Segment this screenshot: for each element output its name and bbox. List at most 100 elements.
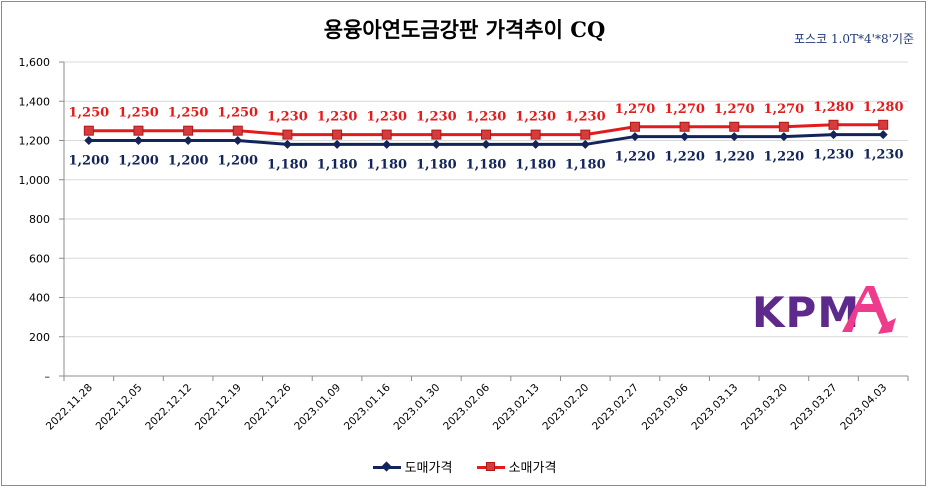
data-label-retail: 1,280 [813, 100, 854, 115]
x-tick-label: 2022.12.26 [243, 381, 294, 432]
data-point-retail [629, 121, 640, 132]
legend-label-wholesale: 도매가격 [404, 461, 453, 476]
data-label-wholesale: 1,180 [416, 157, 457, 172]
chart-legend: 도매가격 소매가격 [0, 457, 929, 477]
data-point-retail [381, 129, 392, 140]
y-tick-label: – [45, 370, 51, 383]
x-tick-label: 2023.03.20 [739, 382, 790, 433]
data-point-retail [878, 119, 889, 130]
y-tick-label: 1,400 [19, 95, 51, 108]
data-label-retail: 1,230 [466, 110, 507, 125]
data-label-wholesale: 1,180 [366, 157, 407, 172]
data-point-wholesale [382, 139, 392, 149]
data-label-wholesale: 1,220 [664, 150, 705, 165]
x-tick-label: 2022.12.12 [143, 382, 194, 433]
data-point-wholesale [183, 136, 193, 145]
data-label-retail: 1,230 [317, 110, 358, 125]
kpma-logo: KPM [752, 282, 896, 338]
x-tick-label: 2023.02.13 [491, 382, 542, 433]
data-point-wholesale [531, 139, 541, 149]
data-point-wholesale [481, 139, 491, 149]
data-label-retail: 1,230 [565, 110, 606, 125]
data-point-wholesale [580, 139, 590, 149]
x-tick-label: 2023.04.03 [838, 382, 889, 433]
data-label-retail: 1,270 [615, 102, 656, 117]
legend-label-retail: 소매가격 [508, 461, 557, 476]
data-point-wholesale [233, 136, 243, 145]
data-label-retail: 1,230 [366, 110, 407, 125]
y-tick-label: 1,000 [19, 174, 51, 187]
x-tick-label: 2022.12.05 [94, 382, 145, 433]
data-point-wholesale [630, 132, 640, 142]
data-label-wholesale: 1,180 [267, 157, 308, 172]
data-point-wholesale [829, 130, 839, 140]
data-label-retail: 1,270 [764, 102, 805, 117]
data-label-wholesale: 1,180 [466, 157, 507, 172]
data-point-wholesale [729, 132, 739, 142]
x-tick-label: 2023.02.06 [441, 381, 492, 432]
x-tick-label: 2023.02.27 [590, 382, 641, 433]
data-label-wholesale: 1,180 [515, 157, 556, 172]
x-tick-label: 2023.03.13 [689, 382, 740, 433]
data-point-retail [679, 121, 690, 132]
data-point-retail [232, 125, 243, 136]
chart-title: 용융아연도금강판 가격추이 CQ [323, 17, 606, 42]
data-point-retail [729, 121, 740, 132]
data-point-wholesale [332, 139, 342, 149]
data-label-wholesale: 1,180 [317, 157, 358, 172]
data-label-retail: 1,250 [168, 106, 209, 121]
data-point-retail [431, 129, 442, 140]
y-tick-label: 1,600 [19, 56, 51, 69]
x-tick-label: 2022.12.19 [193, 382, 244, 433]
data-label-wholesale: 1,200 [68, 154, 109, 169]
data-label-wholesale: 1,220 [714, 150, 755, 165]
data-point-wholesale [84, 136, 94, 145]
data-label-retail: 1,280 [863, 100, 904, 115]
y-tick-label: 200 [29, 331, 50, 344]
x-tick-label: 2023.03.27 [789, 382, 840, 433]
data-label-retail: 1,230 [267, 110, 308, 125]
data-label-wholesale: 1,180 [565, 157, 606, 172]
x-tick-label: 2023.01.09 [292, 382, 343, 433]
data-label-retail: 1,250 [68, 106, 109, 121]
data-label-wholesale: 1,230 [863, 148, 904, 163]
data-point-wholesale [282, 139, 292, 149]
data-label-retail: 1,270 [664, 102, 705, 117]
data-label-retail: 1,230 [416, 110, 457, 125]
x-tick-label: 2023.03.06 [640, 381, 691, 432]
logo-a-mark [842, 286, 896, 334]
data-label-wholesale: 1,220 [615, 150, 656, 165]
data-label-retail: 1,270 [714, 102, 755, 117]
data-label-wholesale: 1,220 [764, 150, 805, 165]
x-tick-label: 2022.11.28 [44, 382, 95, 433]
y-tick-label: 400 [29, 292, 50, 305]
data-label-retail: 1,250 [118, 106, 159, 121]
data-label-retail: 1,250 [217, 106, 258, 121]
data-point-retail [183, 125, 194, 136]
data-point-retail [282, 129, 293, 140]
y-tick-label: 800 [29, 213, 50, 226]
x-tick-label: 2023.02.20 [540, 382, 591, 433]
data-point-retail [332, 129, 343, 140]
data-point-retail [778, 121, 789, 132]
legend-marker-wholesale [372, 460, 401, 473]
data-label-wholesale: 1,200 [168, 154, 209, 169]
data-point-wholesale [133, 136, 143, 145]
basis-note: 포스코 1.0T*4'*8'기준 [794, 32, 914, 46]
data-point-wholesale [779, 132, 789, 142]
data-label-retail: 1,230 [515, 110, 556, 125]
x-tick-label: 2023.01.16 [342, 381, 393, 432]
data-point-retail [481, 129, 491, 140]
data-point-retail [530, 129, 541, 140]
data-point-retail [133, 125, 144, 136]
data-point-wholesale [878, 130, 888, 140]
y-tick-label: 1,200 [19, 135, 51, 148]
legend-marker-retail [476, 461, 505, 473]
y-tick-label: 600 [29, 252, 50, 265]
legend-item-retail: 소매가격 [476, 457, 557, 476]
data-point-retail [828, 119, 839, 130]
data-label-wholesale: 1,200 [118, 154, 159, 169]
data-point-wholesale [680, 132, 690, 142]
